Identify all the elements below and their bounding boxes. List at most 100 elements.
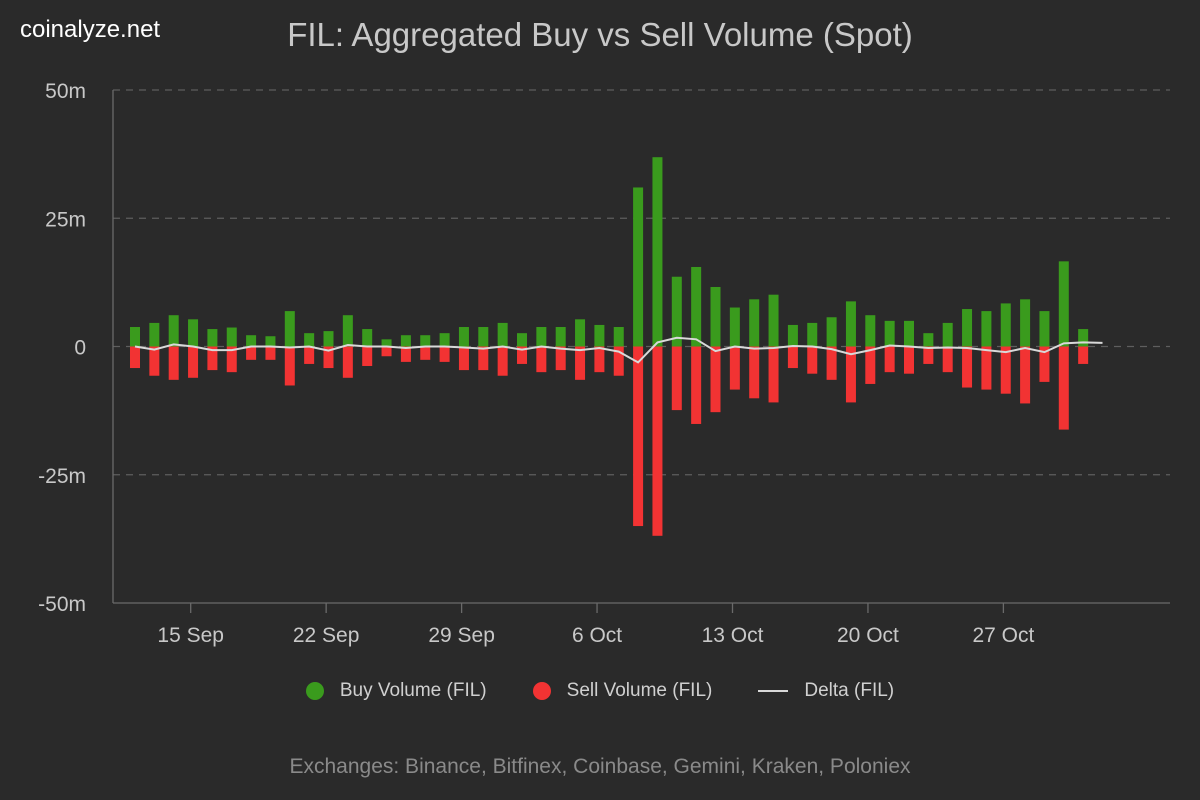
buy-bar[interactable] <box>633 187 644 347</box>
sell-bar[interactable] <box>458 346 469 371</box>
buy-bar[interactable] <box>826 317 837 347</box>
buy-bar[interactable] <box>942 322 953 347</box>
sell-bar[interactable] <box>1078 346 1089 364</box>
sell-bar[interactable] <box>865 346 876 384</box>
sell-bar[interactable] <box>575 346 586 380</box>
buy-bar[interactable] <box>981 311 992 347</box>
sell-bar[interactable] <box>981 346 992 390</box>
buy-bar[interactable] <box>400 335 411 347</box>
sell-bar[interactable] <box>517 346 527 364</box>
buy-bar[interactable] <box>845 301 856 347</box>
sell-bar[interactable] <box>749 346 760 399</box>
sell-bar[interactable] <box>555 346 566 371</box>
buy-bar[interactable] <box>923 333 934 347</box>
legend-item-sell[interactable]: Sell Volume (FIL) <box>532 680 712 702</box>
buy-bar[interactable] <box>1039 311 1050 347</box>
sell-bar[interactable] <box>207 346 218 371</box>
buy-bar[interactable] <box>130 327 140 347</box>
sell-bar[interactable] <box>246 346 257 360</box>
buy-bar[interactable] <box>284 311 295 347</box>
legend-item-delta[interactable]: Delta (FIL) <box>758 680 894 702</box>
buy-bar[interactable] <box>594 324 605 347</box>
buy-bar[interactable] <box>1058 261 1069 347</box>
sell-bar[interactable] <box>962 346 973 388</box>
buy-bar[interactable] <box>1000 303 1011 347</box>
sell-bar[interactable] <box>652 346 663 536</box>
buy-bar[interactable] <box>768 294 779 347</box>
buy-bar[interactable] <box>226 327 237 347</box>
buy-bar[interactable] <box>962 309 973 347</box>
sell-bar[interactable] <box>671 346 682 411</box>
sell-bar[interactable] <box>168 346 179 380</box>
buy-bar[interactable] <box>865 315 876 347</box>
sell-bar[interactable] <box>478 346 489 371</box>
buy-bar[interactable] <box>149 322 160 347</box>
buy-bar[interactable] <box>536 327 547 347</box>
sell-bar[interactable] <box>942 346 953 373</box>
sell-bar[interactable] <box>787 346 798 369</box>
buy-bar[interactable] <box>207 329 218 347</box>
sell-bar[interactable] <box>362 346 373 366</box>
brand-logo[interactable]: coinalyze.net <box>20 16 161 43</box>
buy-bar[interactable] <box>691 266 702 347</box>
buy-bar[interactable] <box>458 327 469 347</box>
buy-bar[interactable] <box>381 339 392 347</box>
sell-bar[interactable] <box>497 346 508 376</box>
buy-bar[interactable] <box>439 333 450 347</box>
sell-bar[interactable] <box>323 346 334 369</box>
buy-bar[interactable] <box>342 315 353 347</box>
sell-bar[interactable] <box>807 346 818 374</box>
sell-bar[interactable] <box>594 346 605 373</box>
buy-bar[interactable] <box>304 333 315 347</box>
sell-bar[interactable] <box>342 346 353 378</box>
buy-bar[interactable] <box>729 307 740 347</box>
sell-bar[interactable] <box>691 346 702 424</box>
buy-bar[interactable] <box>807 322 818 347</box>
buy-bar[interactable] <box>575 319 586 347</box>
sell-bar[interactable] <box>845 346 856 403</box>
buy-bar[interactable] <box>555 327 566 347</box>
buy-bar[interactable] <box>710 286 721 347</box>
delta-line[interactable] <box>134 336 1103 364</box>
buy-bar[interactable] <box>787 324 798 347</box>
buy-bar[interactable] <box>613 327 624 347</box>
buy-bar[interactable] <box>362 329 373 347</box>
sell-bar[interactable] <box>439 346 450 362</box>
buy-bar[interactable] <box>497 322 508 347</box>
sell-bar[interactable] <box>1000 346 1011 394</box>
sell-bar[interactable] <box>768 346 779 403</box>
sell-bar[interactable] <box>130 346 140 369</box>
sell-bar[interactable] <box>1039 346 1050 382</box>
buy-bar[interactable] <box>168 315 179 347</box>
buy-bar[interactable] <box>1078 329 1089 347</box>
buy-bar[interactable] <box>652 157 663 347</box>
sell-bar[interactable] <box>265 346 276 360</box>
buy-bar[interactable] <box>478 327 489 347</box>
buy-bar[interactable] <box>246 335 257 347</box>
buy-bar[interactable] <box>749 299 760 347</box>
buy-bar[interactable] <box>188 319 199 347</box>
sell-bar[interactable] <box>826 346 837 380</box>
buy-bar[interactable] <box>1020 299 1031 347</box>
buy-bar[interactable] <box>265 336 276 347</box>
buy-bar[interactable] <box>323 331 334 347</box>
sell-bar[interactable] <box>729 346 740 390</box>
sell-bar[interactable] <box>400 346 411 362</box>
sell-bar[interactable] <box>381 346 392 357</box>
sell-bar[interactable] <box>284 346 295 386</box>
legend-item-buy[interactable]: Buy Volume (FIL) <box>305 680 487 702</box>
sell-bar[interactable] <box>904 346 914 374</box>
sell-bar[interactable] <box>188 346 199 378</box>
buy-bar[interactable] <box>420 335 431 347</box>
sell-bar[interactable] <box>420 346 431 360</box>
sell-bar[interactable] <box>613 346 624 376</box>
sell-bar[interactable] <box>923 346 934 364</box>
sell-bar[interactable] <box>536 346 547 373</box>
sell-bar[interactable] <box>884 346 895 373</box>
buy-bar[interactable] <box>671 276 682 347</box>
sell-bar[interactable] <box>226 346 237 373</box>
sell-bar[interactable] <box>1058 346 1069 430</box>
sell-bar[interactable] <box>149 346 160 376</box>
buy-bar[interactable] <box>517 333 527 347</box>
sell-bar[interactable] <box>1020 346 1031 404</box>
